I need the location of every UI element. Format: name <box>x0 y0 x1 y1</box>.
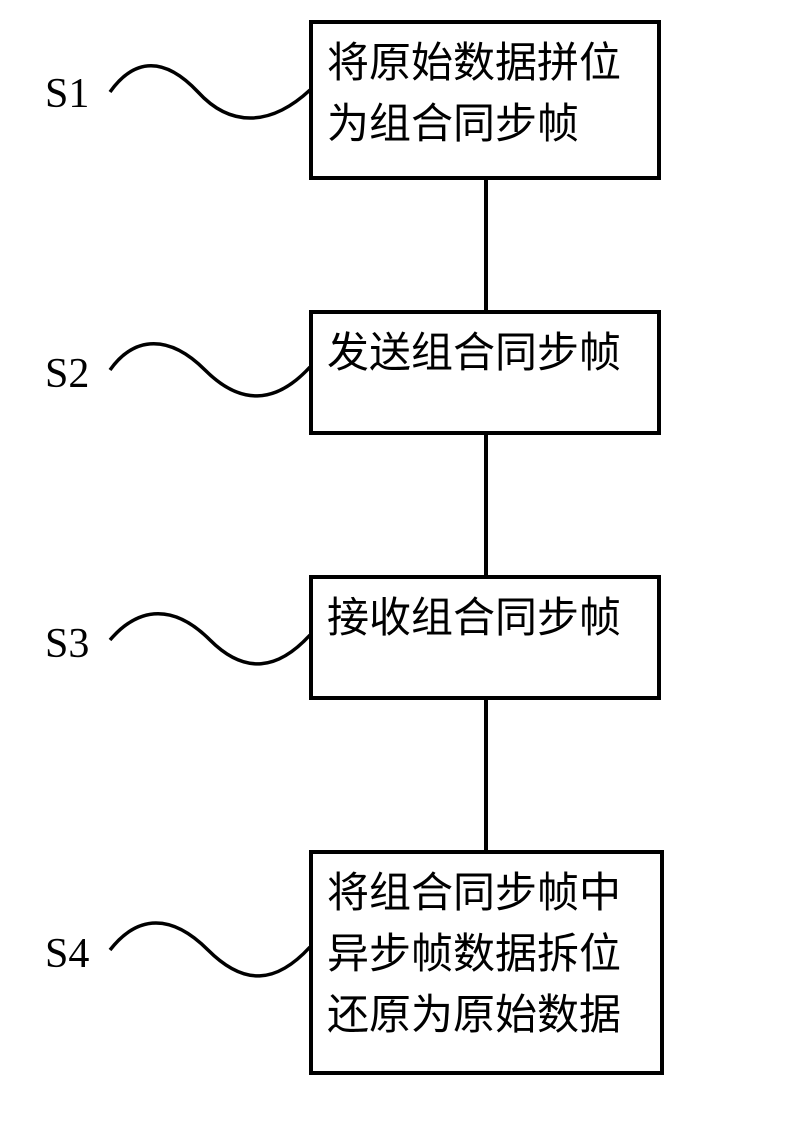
flowchart-canvas: S1 S2 S3 S4 将原始数据拼位为组合同步帧 发送组合同步帧 接收组合同步… <box>0 0 795 1125</box>
wavy-link-s3 <box>110 600 310 670</box>
step-label-s2: S2 <box>45 350 89 398</box>
step-label-s1: S1 <box>45 70 89 118</box>
flow-node-s4: 将组合同步帧中异步帧数据拆位还原为原始数据 <box>309 850 664 1075</box>
flow-node-s1: 将原始数据拼位为组合同步帧 <box>309 20 661 180</box>
flow-node-s2: 发送组合同步帧 <box>309 310 661 435</box>
flow-node-s3: 接收组合同步帧 <box>309 575 661 700</box>
flow-node-s1-text: 将原始数据拼位为组合同步帧 <box>327 34 643 156</box>
step-label-s3: S3 <box>45 620 89 668</box>
connector-s3-s4 <box>484 700 488 850</box>
wavy-link-s4 <box>110 912 310 982</box>
wavy-link-s1 <box>110 62 310 122</box>
connector-s1-s2 <box>484 180 488 310</box>
step-label-s4: S4 <box>45 930 89 978</box>
flow-node-s3-text: 接收组合同步帧 <box>327 589 621 650</box>
flow-node-s4-text: 将组合同步帧中异步帧数据拆位还原为原始数据 <box>327 864 646 1047</box>
connector-s2-s3 <box>484 435 488 575</box>
wavy-link-s2 <box>110 335 310 405</box>
flow-node-s2-text: 发送组合同步帧 <box>327 324 621 385</box>
